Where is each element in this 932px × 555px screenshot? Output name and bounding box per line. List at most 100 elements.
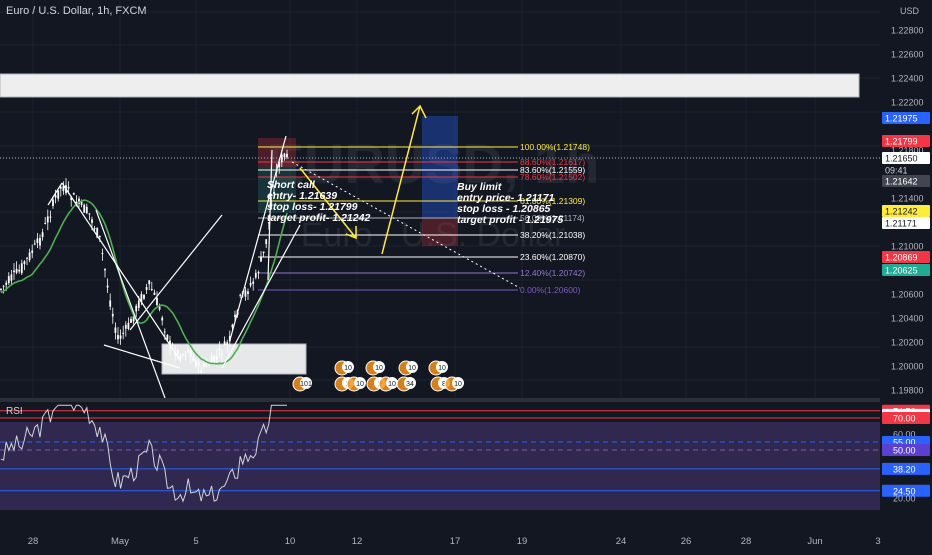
price-tick: 1.21400 — [891, 194, 924, 204]
candle-body — [218, 348, 221, 351]
event-count: 101 — [300, 381, 312, 388]
event-count-bubble — [300, 377, 312, 389]
candle-body — [93, 228, 96, 230]
economic-event-badge[interactable]: 101 — [292, 376, 312, 392]
time-tick: 17 — [450, 536, 461, 547]
price-label: 1.21242 — [885, 207, 918, 217]
candle-body — [49, 216, 52, 218]
economic-event-badge[interactable]: 10 — [428, 360, 448, 376]
yellow-arrows[interactable] — [299, 104, 427, 255]
price-tick: 1.21000 — [891, 242, 924, 252]
event-count-bubble — [406, 361, 418, 373]
long-trade-note[interactable]: Buy limit entry price- 1.21171 stop loss… — [457, 181, 563, 226]
candle-body — [189, 350, 192, 357]
candle-body — [213, 355, 216, 362]
long-arrow-head — [411, 104, 427, 119]
price-tick: 1.21800 — [891, 146, 924, 156]
economic-event-badge[interactable]: 10 — [346, 376, 366, 392]
long-arrow[interactable] — [381, 105, 421, 255]
candle-body — [127, 322, 130, 329]
candle-body — [192, 356, 195, 362]
candle-body — [283, 153, 286, 158]
rsi-label: 55.00 — [893, 438, 916, 448]
candle-body — [72, 193, 75, 195]
main-pane[interactable] — [0, 0, 880, 398]
trendline[interactable] — [229, 135, 287, 341]
candle-body — [187, 349, 190, 353]
moving-average-line[interactable] — [0, 199, 288, 365]
economic-event-badge[interactable]: 10 — [365, 360, 385, 376]
currency-label[interactable]: USD — [900, 6, 920, 16]
price-label: 1.20625 — [885, 266, 918, 276]
time-tick: 12 — [352, 536, 363, 547]
rsi-label: 20.00 — [893, 494, 916, 504]
price-label-box — [882, 152, 930, 164]
time-axis[interactable] — [0, 530, 932, 550]
pane-separator[interactable] — [0, 398, 932, 402]
short-note-line: Short call — [267, 179, 316, 191]
candle-body — [28, 252, 31, 261]
event-count-bubble — [373, 361, 385, 373]
economic-event-badge[interactable]: 10 — [334, 360, 354, 376]
candle-body — [98, 235, 101, 238]
long-note-line: Buy limit — [457, 181, 502, 193]
long-position-target-zone[interactable] — [422, 116, 458, 218]
resistance-zone-rectangle[interactable] — [0, 73, 860, 98]
watermark-symbol: EURUSD, 1h — [267, 132, 600, 195]
economic-event-badge[interactable]: 10 — [444, 376, 464, 392]
short-trade-note[interactable]: Short call entry- 1.21639 stop loss- 1.2… — [267, 179, 370, 224]
rsi-label-box — [882, 412, 930, 424]
rsi-title[interactable]: RSI — [6, 406, 23, 417]
rsi-label-box — [882, 484, 930, 497]
symbol-title[interactable]: Euro / U.S. Dollar, 1h, FXCM — [6, 5, 147, 17]
time-tick: 24 — [616, 536, 627, 547]
trendline[interactable] — [61, 182, 181, 361]
trendline[interactable] — [95, 209, 166, 399]
candle-body — [265, 239, 268, 245]
long-position-stop-zone[interactable] — [422, 218, 458, 246]
candle-body — [176, 350, 179, 354]
time-tick: Jun — [807, 536, 822, 547]
support-zone-rectangle[interactable] — [161, 343, 307, 375]
trendline[interactable] — [129, 214, 223, 331]
trendline[interactable] — [103, 344, 181, 369]
event-count-bubble — [404, 377, 416, 389]
fib-level-label: 23.60%(1.20870) — [520, 252, 585, 262]
candle-body — [254, 272, 257, 278]
candle-body — [215, 356, 218, 360]
candle-body — [135, 305, 138, 312]
short-arrow[interactable] — [299, 167, 357, 239]
candle-body — [270, 203, 273, 207]
candle-body — [54, 195, 57, 198]
short-position-stop-zone[interactable] — [258, 138, 296, 168]
economic-event-badge[interactable]: 34 — [396, 376, 416, 392]
trendline-group[interactable] — [47, 135, 301, 399]
rsi-line[interactable] — [0, 404, 287, 503]
price-label: 1.21642 — [885, 177, 918, 187]
trendline[interactable] — [221, 224, 301, 369]
price-label-box — [882, 251, 930, 263]
candle-body — [0, 288, 2, 290]
candle-body — [104, 269, 106, 271]
price-tick: 1.22400 — [891, 74, 924, 84]
economic-event-badge[interactable]: 10 — [398, 360, 418, 376]
candle-body — [10, 274, 13, 281]
candle-body — [223, 341, 226, 345]
candle-body — [46, 216, 49, 223]
candle-body — [67, 186, 70, 189]
candle-body — [62, 186, 65, 192]
trendline[interactable] — [267, 149, 273, 281]
trendline[interactable] — [47, 182, 63, 206]
economic-event-badge[interactable]: 10 — [378, 376, 398, 392]
rsi-label: 38.20 — [893, 464, 916, 474]
candle-body — [41, 232, 44, 238]
projection-dotted-line[interactable] — [291, 161, 521, 289]
candle-body — [145, 287, 148, 290]
rsi-pane[interactable] — [0, 402, 880, 530]
rsi-band-fill — [0, 422, 880, 510]
economic-events-row[interactable]: 1010101010121021034810 — [292, 360, 464, 392]
event-count-bubble — [342, 361, 354, 373]
price-tick: 1.20400 — [891, 314, 924, 324]
